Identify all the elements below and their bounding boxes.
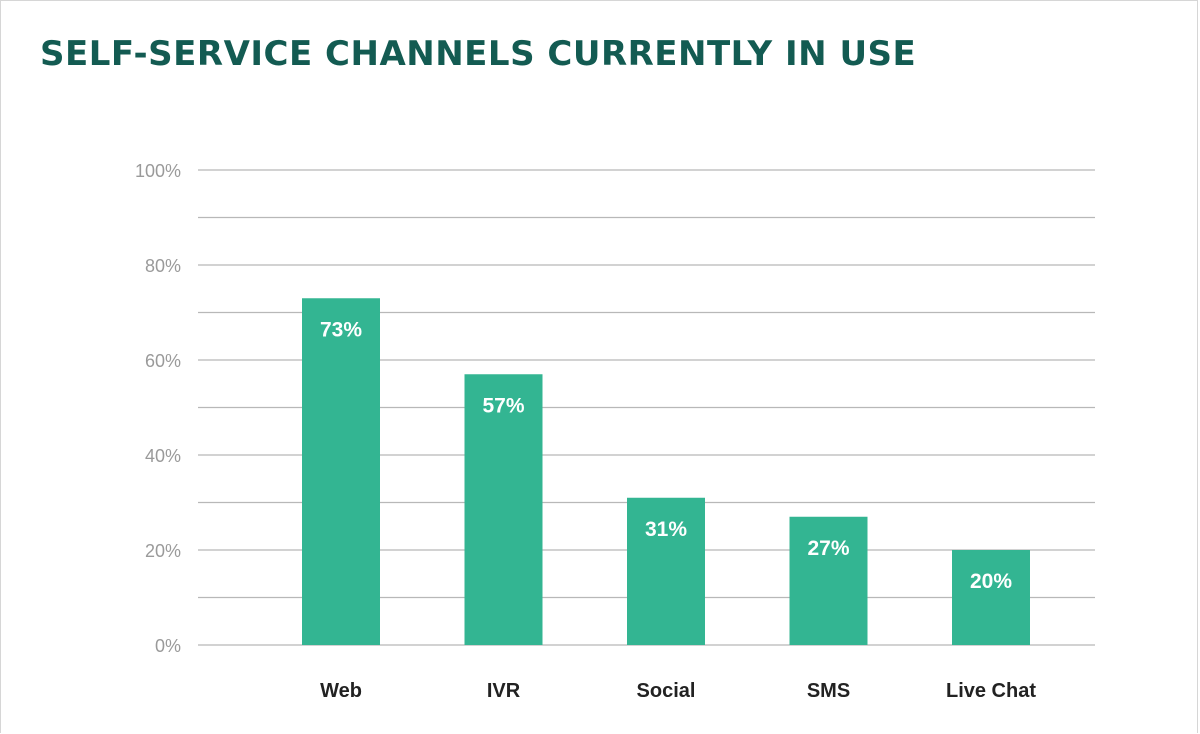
y-tick-label: 100%	[135, 161, 181, 181]
data-label: 57%	[482, 394, 524, 417]
bar-live-chat	[952, 550, 1030, 645]
category-label: Live Chat	[946, 680, 1036, 702]
y-tick-label: 80%	[145, 256, 181, 276]
y-tick-label: 40%	[145, 446, 181, 466]
y-tick-label: 20%	[145, 541, 181, 561]
y-axis-tick-labels: 0% 20% 40% 60% 80% 100%	[135, 161, 181, 656]
data-labels: 73% 57% 31% 27% 20%	[320, 318, 1012, 593]
data-label: 20%	[970, 570, 1012, 593]
bar-sms	[789, 516, 868, 645]
category-label: Social	[637, 680, 696, 702]
bars	[302, 298, 1030, 645]
bar-ivr	[464, 374, 543, 645]
chart-title: SELF-SERVICE CHANNELS CURRENTLY IN USE	[40, 34, 917, 74]
data-label: 27%	[807, 537, 849, 560]
y-tick-label: 60%	[145, 351, 181, 371]
data-label: 31%	[645, 518, 687, 541]
data-label: 73%	[320, 318, 362, 341]
category-label: Web	[320, 680, 362, 702]
y-tick-label: 0%	[155, 636, 181, 656]
bar-web	[302, 298, 380, 645]
category-labels: Web IVR Social SMS Live Chat	[320, 680, 1036, 702]
category-label: SMS	[807, 680, 850, 702]
category-label: IVR	[487, 680, 521, 702]
bar-social	[627, 497, 705, 645]
